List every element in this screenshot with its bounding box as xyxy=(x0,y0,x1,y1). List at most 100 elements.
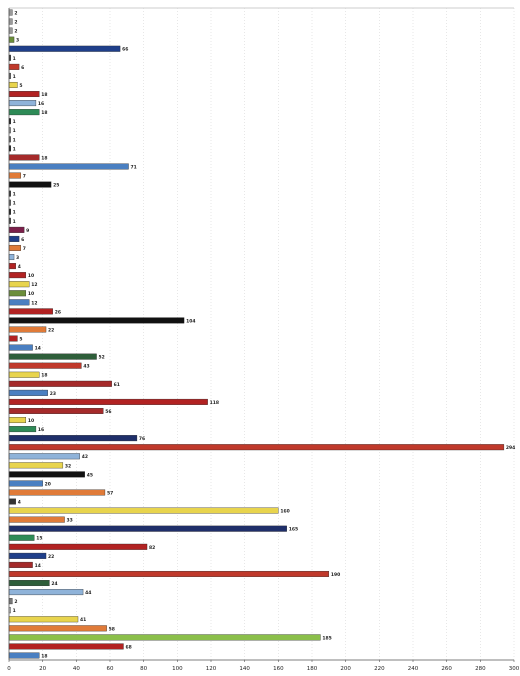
bar-51 xyxy=(8,462,64,469)
bar-71 xyxy=(8,643,124,650)
bar-label-67: 1 xyxy=(13,608,16,614)
bar-31 xyxy=(8,281,30,288)
bar-3 xyxy=(8,27,13,34)
bar-26 xyxy=(8,235,20,242)
x-tick-label-200: 200 xyxy=(340,666,351,672)
bar-label-42: 61 xyxy=(114,382,120,388)
bar-label-17: 18 xyxy=(41,155,47,161)
bar-label-48: 76 xyxy=(139,436,145,442)
grid-lines xyxy=(9,7,515,660)
bar-label-55: 4 xyxy=(18,499,21,505)
x-tick-label-280: 280 xyxy=(475,666,486,672)
bar-7 xyxy=(8,63,20,70)
x-tick-label-20: 20 xyxy=(39,666,46,672)
bar-label-45: 56 xyxy=(105,409,111,415)
bar-38 xyxy=(8,344,33,351)
bar-37 xyxy=(8,335,18,342)
x-tick-label-240: 240 xyxy=(408,666,419,672)
x-tick-label-160: 160 xyxy=(273,666,284,672)
bar-label-56: 160 xyxy=(280,509,289,515)
bar-50 xyxy=(8,453,80,460)
bar-label-28: 3 xyxy=(16,255,19,261)
bar-label-11: 16 xyxy=(38,101,44,107)
x-tick-label-300: 300 xyxy=(509,666,520,672)
bar-label-37: 5 xyxy=(19,336,22,342)
bar-label-60: 82 xyxy=(149,545,155,551)
x-tick-label-60: 60 xyxy=(107,666,114,672)
bar-label-14: 1 xyxy=(13,128,16,134)
bar-72 xyxy=(8,652,40,659)
bar-4 xyxy=(8,36,15,43)
bar-55 xyxy=(8,498,16,505)
bar-label-40: 43 xyxy=(83,364,89,370)
bar-25 xyxy=(8,226,25,233)
bar-label-50: 42 xyxy=(82,454,88,460)
bar-label-24: 1 xyxy=(13,219,16,225)
bar-48 xyxy=(8,435,138,442)
bar-17 xyxy=(8,154,40,161)
bar-label-38: 14 xyxy=(35,346,41,352)
bar-label-15: 1 xyxy=(13,137,16,143)
bar-label-4: 3 xyxy=(16,38,19,44)
x-tick-label-100: 100 xyxy=(172,666,183,672)
x-tick-label-220: 220 xyxy=(374,666,385,672)
bar-label-18: 71 xyxy=(131,164,137,170)
bar-label-30: 10 xyxy=(28,273,34,279)
bar-35 xyxy=(8,317,185,324)
bar-label-13: 1 xyxy=(13,119,16,125)
bar-52 xyxy=(8,471,85,478)
bar-label-1: 2 xyxy=(14,10,17,16)
bar-label-25: 9 xyxy=(26,228,29,234)
bar-label-35: 104 xyxy=(186,318,195,324)
bar-62 xyxy=(8,561,33,568)
bar-label-12: 18 xyxy=(41,110,47,116)
bar-label-72: 18 xyxy=(41,653,47,659)
bar-29 xyxy=(8,263,16,270)
bar-70 xyxy=(8,634,321,641)
bar-label-52: 45 xyxy=(87,472,93,478)
bar-54 xyxy=(8,489,106,496)
bar-59 xyxy=(8,534,35,541)
bar-18 xyxy=(8,163,129,170)
bar-61 xyxy=(8,552,47,559)
x-tick-label-40: 40 xyxy=(73,666,80,672)
bar-label-64: 24 xyxy=(51,581,57,587)
bar-66 xyxy=(8,598,13,605)
bar-label-29: 4 xyxy=(18,264,21,270)
bar-label-51: 32 xyxy=(65,463,71,469)
bar-label-58: 165 xyxy=(289,527,298,533)
bar-label-27: 7 xyxy=(23,246,26,252)
bar-40 xyxy=(8,362,82,369)
bar-label-43: 23 xyxy=(50,391,56,397)
bar-label-32: 10 xyxy=(28,291,34,297)
bar-20 xyxy=(8,181,52,188)
bar-label-34: 26 xyxy=(55,309,61,315)
bar-label-2: 2 xyxy=(14,20,17,26)
bar-39 xyxy=(8,353,97,360)
bar-5 xyxy=(8,45,121,52)
bar-label-33: 12 xyxy=(31,300,37,306)
x-axis: 0 20 40 60 80 100 120 140 160 180 200 220 240 260 280 3… xyxy=(7,8,520,672)
bar-69 xyxy=(8,625,107,632)
bar-9 xyxy=(8,81,18,88)
bar-label-62: 14 xyxy=(35,563,41,569)
bar-56 xyxy=(8,507,279,514)
bar-label-22: 1 xyxy=(13,201,16,207)
bar-label-6: 1 xyxy=(13,56,16,62)
bar-49 xyxy=(8,444,505,451)
bar-64 xyxy=(8,580,50,587)
bar-34 xyxy=(8,308,53,315)
bar-label-46: 10 xyxy=(28,418,34,424)
x-tick-label-180: 180 xyxy=(307,666,318,672)
bar-44 xyxy=(8,398,208,405)
bar-57 xyxy=(8,516,65,523)
bar-label-61: 22 xyxy=(48,554,54,560)
bar-42 xyxy=(8,380,112,387)
x-tick-label-80: 80 xyxy=(140,666,147,672)
bar-33 xyxy=(8,299,30,306)
bar-label-66: 2 xyxy=(14,599,17,605)
bar-63 xyxy=(8,570,330,577)
bar-label-20: 25 xyxy=(53,183,59,189)
bar-label-39: 52 xyxy=(99,355,105,361)
